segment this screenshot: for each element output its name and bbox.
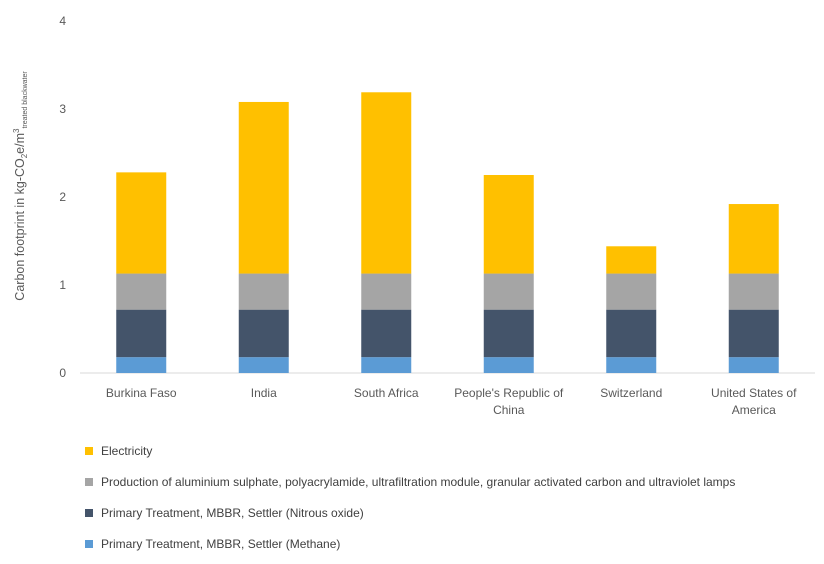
bar-segment-series-0-cat-5 [728,357,779,373]
stacked-bar-chart: 0 1 2 3 4 Burkina Faso India South Africa Peopl… [12,14,815,417]
x-tick-label: America [732,403,776,417]
legend-label: Primary Treatment, MBBR, Settler (Nitrou… [101,505,364,520]
bar-segment-series-2-cat-1 [238,273,289,310]
legend-item: Primary Treatment, MBBR, Settler (Nitrou… [85,502,824,523]
legend-swatch [85,539,93,548]
bar-segment-series-3-cat-0 [116,172,167,274]
bars [116,92,779,373]
bar-segment-series-0-cat-2 [361,357,412,373]
y-axis-ticks: 0 1 2 3 4 [59,14,66,380]
legend-label: Electricity [101,443,153,458]
y-tick-label: 4 [59,14,66,28]
bar-segment-series-1-cat-0 [116,309,167,358]
x-tick-label: India [251,386,277,400]
legend-swatch [85,446,93,455]
bar-segment-series-0-cat-3 [483,357,534,373]
x-tick-label: South Africa [354,386,419,400]
y-label-sub2: treated blackwater [22,71,29,129]
bar-segment-series-2-cat-5 [728,273,779,310]
x-axis-ticks: Burkina Faso India South Africa People's Re… [106,386,797,417]
bar-segment-series-3-cat-5 [728,204,779,274]
bar-segment-series-2-cat-2 [361,273,412,310]
legend-label: Primary Treatment, MBBR, Settler (Methan… [101,536,341,551]
bar-segment-series-0-cat-4 [606,357,657,373]
y-label-main: Carbon footprint in kg-CO [13,158,27,301]
bar-segment-series-0-cat-0 [116,357,167,373]
legend-item: Production of aluminium sulphate, polyac… [85,471,824,492]
bar-segment-series-1-cat-1 [238,309,289,358]
bar-segment-series-1-cat-4 [606,309,657,358]
x-tick-label: Switzerland [600,386,662,400]
bar-segment-series-1-cat-3 [483,309,534,358]
y-label-sub1: 2 [20,153,29,158]
bar-segment-series-1-cat-2 [361,309,412,358]
bar-segment-series-3-cat-2 [361,92,412,274]
x-tick-label: Burkina Faso [106,386,177,400]
legend-label: Production of aluminium sulphate, polyac… [101,474,736,489]
y-tick-label: 2 [59,190,66,204]
bar-segment-series-3-cat-4 [606,246,657,274]
x-tick-label: China [493,403,525,417]
y-label-mid: e/m [13,133,27,154]
bar-segment-series-2-cat-4 [606,273,657,310]
bar-segment-series-2-cat-0 [116,273,167,310]
bar-segment-series-1-cat-5 [728,309,779,358]
y-label-sup: 3 [12,128,21,133]
legend-item: Electricity [85,440,824,461]
legend-item: Primary Treatment, MBBR, Settler (Methan… [85,533,824,554]
chart-legend: Electricity Production of aluminium sulph… [85,440,824,564]
bar-segment-series-0-cat-1 [238,357,289,373]
bar-segment-series-3-cat-1 [238,101,289,274]
x-tick-label: People's Republic of [454,386,564,400]
y-tick-label: 1 [59,278,66,292]
x-tick-label: United States of [711,386,797,400]
y-axis-label: Carbon footprint in kg-CO2e/m3treated bl… [12,71,29,301]
y-tick-label: 0 [59,366,66,380]
legend-swatch [85,477,93,486]
legend-swatch [85,508,93,517]
bar-segment-series-3-cat-3 [483,175,534,274]
bar-segment-series-2-cat-3 [483,273,534,310]
y-tick-label: 3 [59,102,66,116]
